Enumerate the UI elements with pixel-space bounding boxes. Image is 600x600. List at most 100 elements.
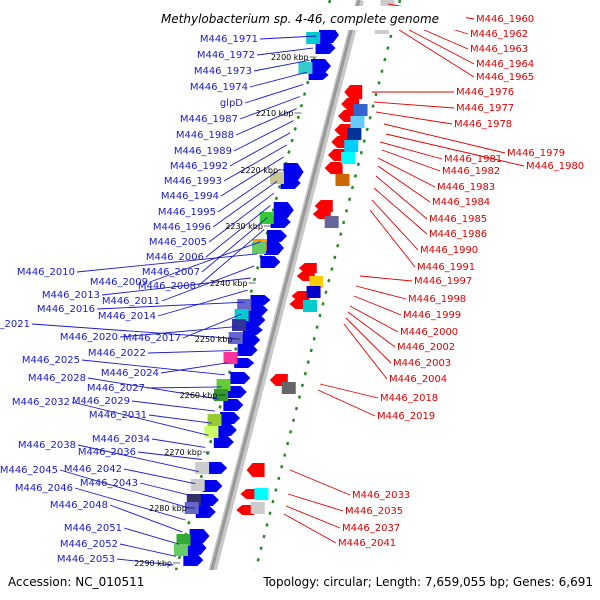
forward-gene-arrow: [213, 436, 234, 448]
left-gene-label: M446_2046: [15, 483, 73, 494]
topology-text: Topology: circular; Length: 7,659,055 bp…: [262, 575, 593, 589]
left-connector: [205, 205, 271, 258]
reverse-gene-arrow: [240, 489, 259, 499]
left-gene-label: M446_1973: [194, 66, 252, 77]
left-connector: [233, 120, 294, 152]
right-connector: [285, 505, 341, 529]
left-gene-label: M446_2048: [50, 500, 108, 511]
gene-block: [228, 332, 243, 344]
gene-block: [298, 62, 313, 74]
gene-block: [223, 352, 238, 364]
forward-gene-arrow: [242, 325, 263, 335]
right-connector: [353, 295, 402, 316]
left-connector: [161, 265, 255, 302]
left-gene-label: M446_2013: [42, 290, 100, 301]
gene-block: [176, 534, 191, 546]
gene-block: [353, 104, 368, 116]
right-gene-label: M446_2003: [393, 358, 451, 369]
left-gene-label: M446_2024: [101, 368, 159, 379]
right-connector: [349, 305, 399, 333]
right-gene-label: M446_1965: [476, 72, 534, 83]
left-connector: [137, 451, 202, 460]
forward-gene-arrow: [195, 506, 216, 518]
left-connector: [109, 504, 183, 533]
right-gene-label: M446_2033: [352, 490, 410, 501]
forward-gene-arrow: [273, 202, 294, 218]
right-connector: [369, 209, 416, 268]
forward-gene-arrow: [198, 494, 219, 506]
right-gene-label: M446_1984: [432, 197, 490, 208]
left-gene-label: M446_2043: [80, 478, 138, 489]
left-labels: M446_1971 M446_1972 M446_1973 M446_1974 glpD…: [0, 34, 258, 565]
gene-block: [306, 286, 321, 298]
left-connector: [235, 108, 297, 136]
gene-block: [344, 140, 359, 152]
left-gene-label: M446_1992: [170, 161, 228, 172]
left-gene-label: M446_1994: [161, 191, 219, 202]
left-gene-label: M446_2051: [64, 523, 122, 534]
gene-block: [270, 172, 285, 184]
left-gene-label: M446_2009: [90, 277, 148, 288]
left-gene-label: M446_2020: [60, 332, 118, 343]
forward-gene-arrow: [186, 541, 207, 555]
left-connector: [253, 59, 310, 72]
gene-block: [190, 479, 205, 491]
kbp-label: 2280 kbp: [149, 504, 187, 513]
right-connector: [395, 27, 475, 78]
right-gene-label: M446_1998: [408, 294, 466, 305]
left-gene-label: M446_1989: [174, 146, 232, 157]
backbone-line: [202, 0, 361, 600]
left-connector: [208, 192, 275, 243]
reverse-gene-arrow: [236, 505, 255, 515]
kbp-label: 2270 kbp: [164, 448, 202, 457]
left-connector: [229, 132, 291, 167]
right-connector: [381, 149, 441, 172]
left-gene-label: M446_2006: [146, 252, 204, 263]
right-gene-label: M446_2002: [397, 342, 455, 353]
forward-gene-arrow: [283, 163, 304, 181]
left-connector: [256, 47, 314, 56]
forward-gene-arrow: [189, 529, 210, 543]
forward-gene-arrow: [230, 372, 251, 384]
right-gene-label: M446_1991: [417, 262, 475, 273]
right-gene-label: M446_1990: [420, 245, 478, 256]
left-gene-label: M446_2014: [98, 311, 156, 322]
forward-gene-arrow: [270, 216, 291, 228]
label-connectors: [31, 3, 525, 566]
gene-block: [250, 502, 265, 514]
left-connector: [220, 156, 284, 197]
left-connector: [157, 289, 248, 317]
right-connector: [377, 165, 431, 203]
left-gene-label: M446_2028: [28, 373, 86, 384]
accession-text: Accession: NC_010511: [8, 575, 144, 589]
left-connector: [244, 83, 304, 104]
left-connector: [59, 469, 189, 509]
right-connector: [343, 323, 388, 380]
left-gene-label: M446_2022: [88, 348, 146, 359]
kbp-label: 2220 kbp: [240, 166, 278, 175]
left-gene-label: M446_2034: [92, 434, 150, 445]
left-connector: [212, 180, 278, 228]
right-gene-label: M446_1964: [476, 59, 534, 70]
left-gene-label: M446_2029: [72, 396, 130, 407]
right-connector: [385, 133, 525, 167]
left-gene-label: glpD: [220, 98, 243, 109]
gene-block: [207, 414, 222, 426]
kbp-scale: 2200 kbp 2210 kbp 2220 kbp 2230 kbp 2240 kbp…: [134, 53, 317, 568]
forward-gene-arrow: [308, 70, 329, 80]
left-gene-label: M446_2053: [57, 554, 115, 565]
forward-gene-arrow: [245, 314, 266, 326]
right-connector: [355, 285, 407, 300]
right-connector: [373, 187, 428, 235]
right-gene-label: M446_1977: [456, 103, 514, 114]
footer-backdrop: [0, 570, 600, 600]
left-connector: [116, 558, 174, 566]
gene-block: [324, 216, 339, 228]
right-connector: [359, 275, 413, 282]
gene-block: [350, 116, 365, 128]
gene-block: [341, 152, 356, 164]
gene-block: [195, 462, 210, 474]
forward-gene-arrow: [280, 177, 301, 189]
left-connector: [71, 401, 209, 436]
